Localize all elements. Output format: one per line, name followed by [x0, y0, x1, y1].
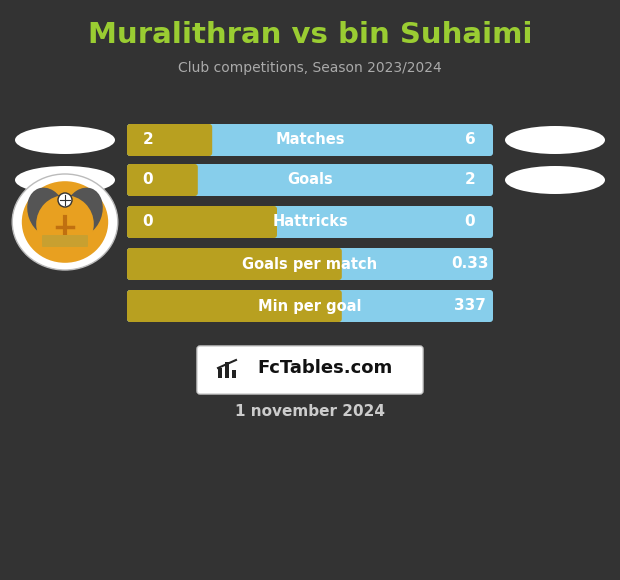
Text: Hattricks: Hattricks — [272, 215, 348, 230]
Ellipse shape — [63, 187, 103, 237]
FancyBboxPatch shape — [127, 164, 198, 196]
Circle shape — [58, 193, 72, 207]
Bar — [232, 370, 236, 378]
Text: 1 november 2024: 1 november 2024 — [235, 404, 385, 419]
FancyBboxPatch shape — [197, 346, 423, 394]
Text: 2: 2 — [143, 132, 153, 147]
Text: 0: 0 — [143, 172, 153, 187]
Text: Min per goal: Min per goal — [259, 299, 361, 314]
FancyBboxPatch shape — [127, 290, 493, 322]
Ellipse shape — [15, 166, 115, 194]
Ellipse shape — [36, 195, 94, 253]
Ellipse shape — [15, 126, 115, 154]
Ellipse shape — [27, 187, 67, 237]
FancyBboxPatch shape — [127, 248, 342, 280]
Text: 6: 6 — [464, 132, 476, 147]
FancyBboxPatch shape — [42, 235, 88, 247]
Text: Club competitions, Season 2023/2024: Club competitions, Season 2023/2024 — [178, 61, 442, 75]
Bar — [218, 368, 222, 378]
FancyBboxPatch shape — [127, 124, 493, 156]
Text: FcTables.com: FcTables.com — [257, 359, 392, 377]
FancyBboxPatch shape — [127, 124, 212, 156]
Ellipse shape — [12, 174, 118, 270]
Text: Muralithran vs bin Suhaimi: Muralithran vs bin Suhaimi — [88, 21, 532, 49]
Text: Goals per match: Goals per match — [242, 256, 378, 271]
Ellipse shape — [22, 181, 108, 263]
FancyBboxPatch shape — [127, 290, 342, 322]
Text: Matches: Matches — [275, 132, 345, 147]
FancyBboxPatch shape — [127, 206, 493, 238]
FancyBboxPatch shape — [127, 206, 277, 238]
Text: 0: 0 — [464, 215, 476, 230]
Ellipse shape — [505, 126, 605, 154]
Text: 337: 337 — [454, 299, 486, 314]
Text: 0.33: 0.33 — [451, 256, 489, 271]
Text: 0: 0 — [143, 215, 153, 230]
Bar — [225, 362, 229, 378]
FancyBboxPatch shape — [127, 164, 493, 196]
FancyBboxPatch shape — [127, 248, 493, 280]
Text: 2: 2 — [464, 172, 476, 187]
Text: Goals: Goals — [287, 172, 333, 187]
Ellipse shape — [505, 166, 605, 194]
